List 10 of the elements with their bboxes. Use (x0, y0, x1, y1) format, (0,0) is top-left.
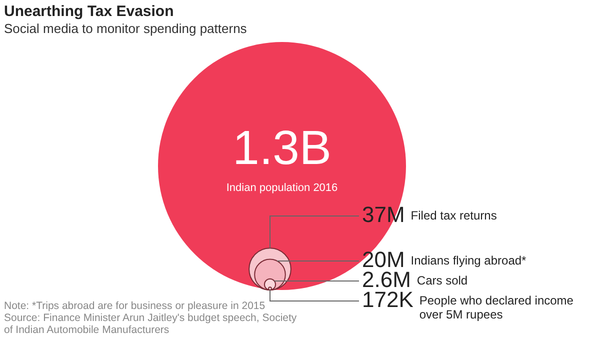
category-label: Cars sold (416, 273, 468, 288)
source-note: Source: Finance Minister Arun Jaitley's budget speech, Society of Indian Automobile Manufacturers (4, 312, 298, 336)
category-label: Indian population 2016 (226, 182, 338, 194)
data-label: 1.3B (232, 122, 332, 176)
text: Unearthing Tax Evasion (4, 3, 174, 20)
text: Note: *Trips abroad are for business or pleasure in 2015 (4, 300, 266, 312)
category-label: People who declared income over 5M rupees (419, 293, 574, 322)
text: Social media to monitor spending patterns (4, 21, 247, 36)
category-label: Filed tax returns (410, 208, 497, 222)
category-label: Indians flying abroad* (410, 253, 527, 268)
